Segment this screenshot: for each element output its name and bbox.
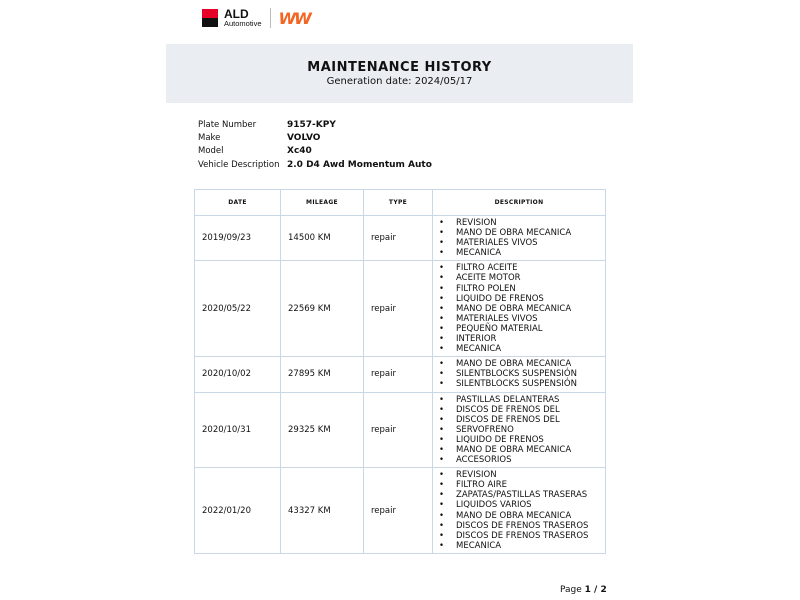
- col-type: TYPE: [363, 189, 433, 216]
- mileage-cell: 29325 KM: [280, 391, 364, 469]
- description-item: DISCOS DE FRENOS TRASEROS: [439, 531, 605, 541]
- mileage-cell: 14500 KM: [280, 214, 364, 262]
- info-row: Make VOLVO: [198, 131, 432, 144]
- description-item: SILENTBLOCKS SUSPENSIÓN: [439, 369, 605, 379]
- description-item: MANO DE OBRA MECANICA: [439, 445, 605, 455]
- description-item: MANO DE OBRA MECANICA: [439, 228, 605, 238]
- description-cell: FILTRO ACEITEACEITE MOTORFILTRO POLENLIQ…: [432, 260, 606, 358]
- description-item: LIQUIDOS VARIOS: [439, 500, 605, 510]
- description-item: DISCOS DE FRENOS TRASEROS: [439, 521, 605, 531]
- description-cell: REVISIONMANO DE OBRA MECANICAMATERIALES …: [432, 214, 606, 262]
- info-label: Plate Number: [198, 119, 257, 130]
- page-number: Page 1 / 2: [560, 585, 607, 595]
- date-cell: 2020/05/22: [194, 260, 281, 358]
- info-label: Make: [198, 132, 221, 143]
- type-cell: repair: [363, 260, 433, 358]
- description-item: MECANICA: [439, 248, 605, 258]
- col-description: DESCRIPTION: [432, 189, 606, 216]
- description-item: MECANICA: [439, 344, 605, 354]
- description-cell: PASTILLAS DELANTERASDISCOS DE FRENOS DEL…: [432, 391, 606, 469]
- vehicle-info: Plate Number 9157-KPY Make VOLVO Model Xc40 Ve…: [198, 118, 432, 171]
- description-item: MANO DE OBRA MECANICA: [439, 304, 605, 314]
- description-item: FILTRO ACEITE: [439, 263, 605, 273]
- description-item: MATERIALES VIVOS: [439, 238, 605, 248]
- type-cell: repair: [363, 467, 433, 554]
- description-item: PEQUEÑO MATERIAL: [439, 324, 605, 334]
- description-item: FILTRO POLEN: [439, 284, 605, 294]
- report-header: MAINTENANCE HISTORY Generation date: 202…: [166, 44, 633, 103]
- description-item: ACEITE MOTOR: [439, 273, 605, 283]
- mileage-cell: 43327 KM: [280, 467, 364, 554]
- description-item: DISCOS DE FRENOS DEL: [439, 415, 605, 425]
- description-item: REVISION: [439, 218, 605, 228]
- mileage-cell: 22569 KM: [280, 260, 364, 358]
- description-item: REVISION: [439, 470, 605, 480]
- description-item: MATERIALES VIVOS: [439, 314, 605, 324]
- description-item: SERVOFRENO: [439, 425, 605, 435]
- col-mileage: MILEAGE: [280, 189, 364, 216]
- description-item: FILTRO AIRE: [439, 480, 605, 490]
- maintenance-table: DATE MILEAGE TYPE DESCRIPTION 2019/09/23…: [194, 189, 606, 554]
- date-cell: 2020/10/31: [194, 391, 281, 469]
- date-cell: 2019/09/23: [194, 214, 281, 262]
- info-row: Model Xc40: [198, 145, 432, 158]
- description-item: INTERIOR: [439, 334, 605, 344]
- col-date: DATE: [194, 189, 281, 216]
- partner-logo-icon: WW: [278, 8, 312, 28]
- info-row: Plate Number 9157-KPY: [198, 118, 432, 131]
- info-value: 2.0 D4 Awd Momentum Auto: [287, 159, 432, 170]
- description-item: MANO DE OBRA MECANICA: [439, 359, 605, 369]
- info-label: Vehicle Description: [198, 159, 280, 170]
- brand-name: ALD: [224, 7, 249, 22]
- info-row: Vehicle Description 2.0 D4 Awd Momentum A…: [198, 158, 432, 171]
- type-cell: repair: [363, 214, 433, 262]
- description-cell: REVISIONFILTRO AIREZAPATAS/PASTILLAS TRA…: [432, 467, 606, 554]
- description-item: DISCOS DE FRENOS DEL: [439, 405, 605, 415]
- brand-sub: Automotive: [224, 19, 262, 29]
- description-item: LIQUIDO DE FRENOS: [439, 294, 605, 304]
- description-item: ZAPATAS/PASTILLAS TRASERAS: [439, 490, 605, 500]
- ald-logo-icon: [202, 9, 218, 27]
- description-item: MANO DE OBRA MECANICA: [439, 511, 605, 521]
- info-value: 9157-KPY: [287, 119, 336, 130]
- generation-date: Generation date: 2024/05/17: [326, 76, 473, 87]
- mileage-cell: 27895 KM: [280, 356, 364, 393]
- type-cell: repair: [363, 356, 433, 393]
- info-label: Model: [198, 146, 224, 157]
- description-item: SILENTBLOCKS SUSPENSIÓN: [439, 379, 605, 389]
- logo: ALD Automotive WW: [202, 7, 312, 29]
- date-cell: 2022/01/20: [194, 467, 281, 554]
- logo-divider: [269, 8, 271, 28]
- description-item: PASTILLAS DELANTERAS: [439, 395, 605, 405]
- description-cell: MANO DE OBRA MECANICASILENTBLOCKS SUSPEN…: [432, 356, 606, 393]
- info-value: VOLVO: [287, 132, 321, 143]
- page-title: MAINTENANCE HISTORY: [307, 60, 492, 75]
- info-value: Xc40: [287, 146, 312, 157]
- description-item: ACCESORIOS: [439, 455, 605, 465]
- date-cell: 2020/10/02: [194, 356, 281, 393]
- type-cell: repair: [363, 391, 433, 469]
- description-item: MECANICA: [439, 541, 605, 551]
- description-item: LIQUIDO DE FRENOS: [439, 435, 605, 445]
